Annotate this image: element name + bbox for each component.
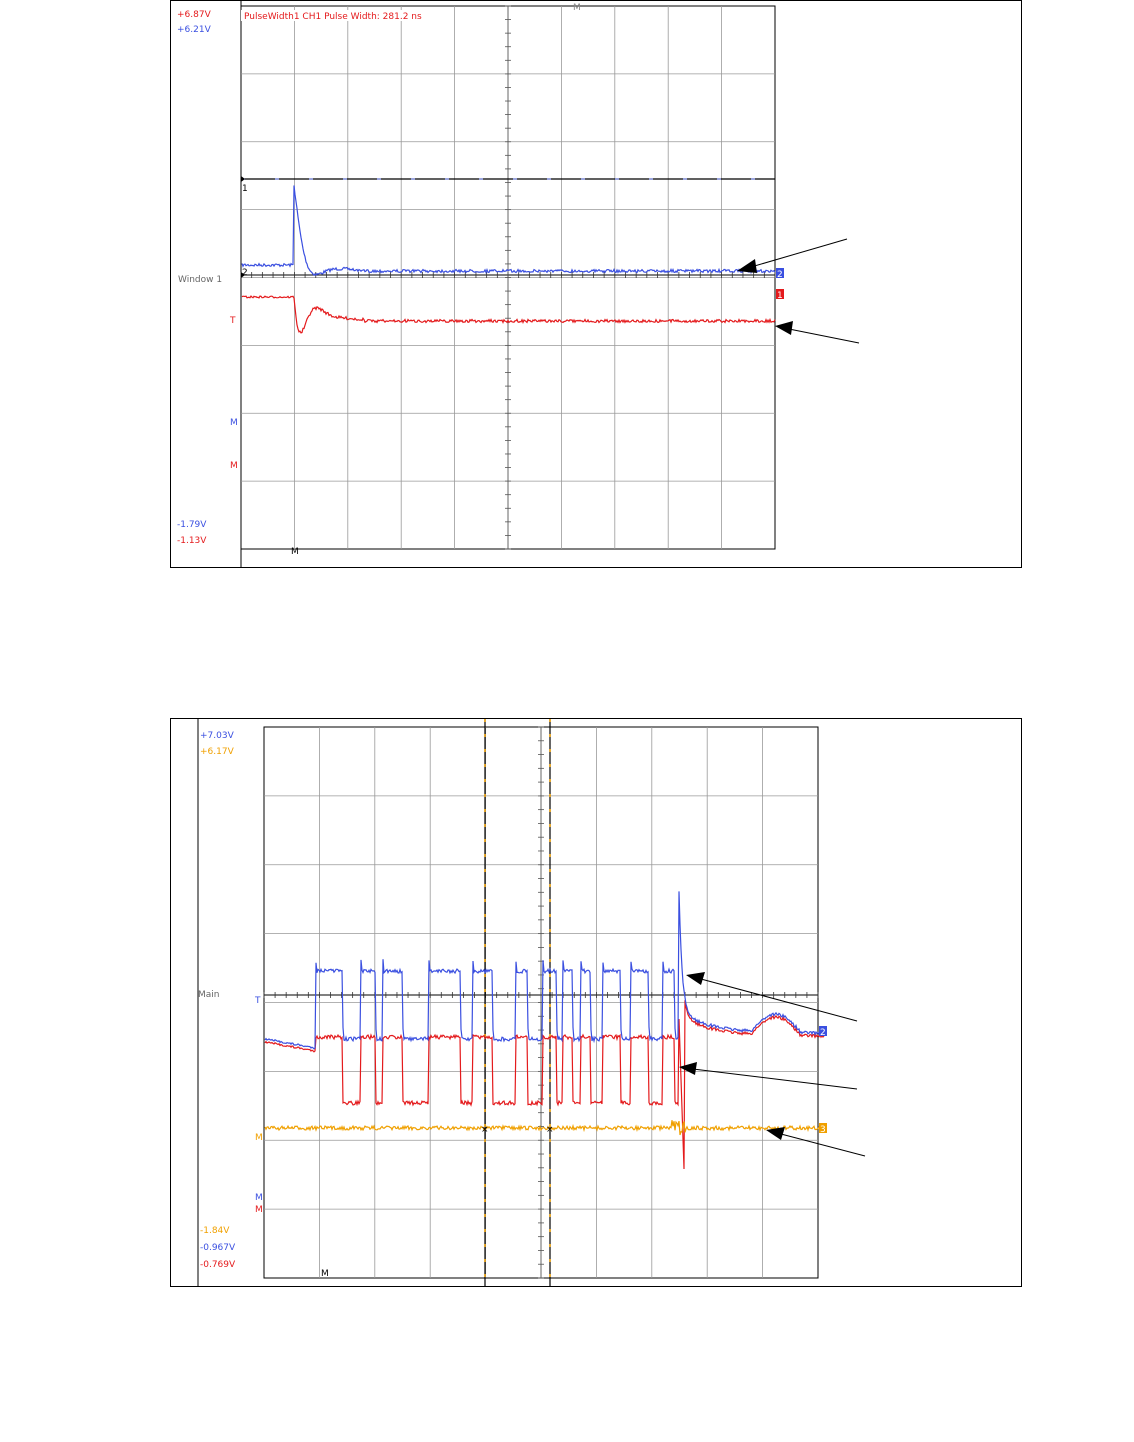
scope-1-end-tag-ch2: 2 [777,270,783,280]
oscilloscope-capture-1: +6.87V +6.21V Window 1 -1.79V -1.13V Pul… [170,0,1022,568]
scope-2-end-tag-ch2: 2 [820,1028,826,1038]
scope-2-bottom-voltage-ch1: -0.769V [200,1260,236,1270]
scope-1-window-label: Window 1 [178,275,222,285]
scope-1-ref-2: 2 [242,268,248,278]
scope-1-end-tag-ch1: 1 [777,291,783,301]
scope-2-end-tag-ch2-bg [819,1026,827,1036]
scope-2-trace-ch1 [264,1000,827,1170]
scope-2-window-label: Main [198,990,220,1000]
scope-1-top-voltage-ch2: +6.21V [177,25,212,35]
scope-1-plot: +6.87V +6.21V Window 1 -1.79V -1.13V Pul… [177,1,860,567]
scope-1-measurement-readout: PulseWidth1 CH1 Pulse Width: 281.2 ns [244,12,422,22]
scope-2-trace-ch3 [264,1120,827,1136]
scope-1-top-voltage-ch1: +6.87V [177,10,212,20]
scope-1-math-marker-ch1: M [230,461,238,471]
scope-2-arrow-ch2 [686,972,858,1022]
scope-1-math-marker-ch2: M [230,418,238,428]
scope-1-end-tag-ch2-bg [776,268,784,278]
scope-1-end-tag-ch1-bg [776,289,784,299]
scope-2-end-tag-ch3-bg [819,1123,827,1133]
scope-2-cursor-a-cross: × [481,1125,489,1135]
scope-1-top-m-marker: M [573,3,581,13]
scope-2-bottom-voltage-ch3: -1.84V [200,1226,230,1236]
scope-1-ref-1-pointer [241,176,245,182]
scope-2-bottom-voltage-ch2: -0.967V [200,1243,236,1253]
scope-2-plot: × × +7.03V +6.17V Main -1.84V -0.967V -0.… [197,719,866,1286]
scope-1-trace-ch2 [241,185,776,277]
scope-1-grid [240,1,776,567]
scope-2-math-marker-ch3: M [255,1133,263,1143]
scope-2-cursor-b-cross: × [546,1125,554,1135]
scope-1-arrow-ch2 [737,238,848,273]
scope-2-arrow-ch3 [766,1127,866,1157]
scope-1-arrow-ch1 [775,321,860,344]
scope-1-ref-1: 1 [242,184,248,194]
scope-2-bottom-m-marker: M [321,1269,329,1279]
scope-1-bottom-m-marker: M [291,547,299,557]
scope-2-math-marker-ch2: M [255,1193,263,1203]
scope-1-bottom-voltage-ch2: -1.79V [177,520,207,530]
scope-1-bottom-voltage-ch1: -1.13V [177,536,207,546]
scope-2-trigger-marker: T [254,996,261,1006]
scope-1-trace-ch1 [241,295,776,334]
scope-1-traces [241,185,776,334]
scope-1-ref-2-pointer [241,272,245,278]
scope-2-arrow-ch1 [679,1062,858,1090]
scope-1-measurement-bg [241,10,431,21]
scope-2-grid [197,719,819,1286]
scope-2-math-marker-ch1: M [255,1205,263,1215]
scope-2-top-voltage-ch3: +6.17V [200,747,235,757]
scope-2-trace-ch2 [264,891,827,1050]
scope-1-trigger-marker: T [229,316,236,326]
oscilloscope-capture-2: × × +7.03V +6.17V Main -1.84V -0.967V -0.… [170,718,1022,1287]
scope-2-top-voltage-ch2: +7.03V [200,731,235,741]
scope-2-end-tag-ch3: 3 [820,1125,826,1135]
scope-2-traces: × × [264,891,827,1170]
